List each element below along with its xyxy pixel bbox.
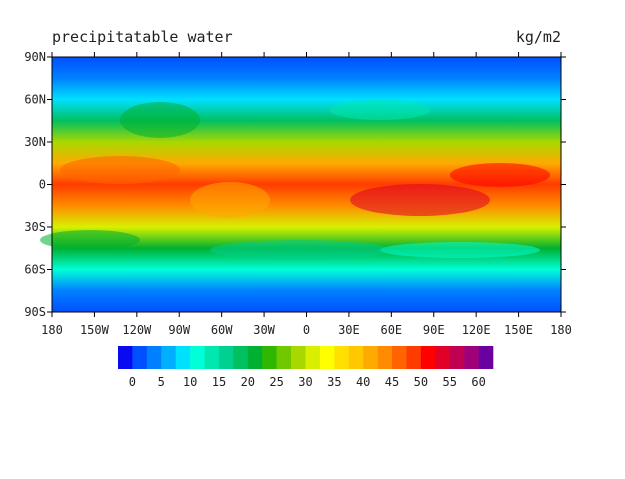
lon-label: 120E <box>462 323 491 337</box>
colorbar-box <box>363 346 378 369</box>
colorbar-label: 60 <box>471 375 485 389</box>
lon-label: 60W <box>211 323 233 337</box>
field-blob <box>350 184 490 216</box>
lon-label: 30E <box>338 323 360 337</box>
colorbar-box <box>478 346 494 369</box>
lon-label: 120W <box>122 323 152 337</box>
field-blob <box>380 242 540 258</box>
field-blob <box>450 163 550 187</box>
colorbar-label: 25 <box>269 375 283 389</box>
colorbar-box <box>291 346 306 369</box>
lat-label: 30N <box>24 135 46 149</box>
colorbar-box <box>204 346 220 369</box>
field-blob <box>210 240 390 260</box>
field-blob <box>190 182 270 218</box>
colorbar-box <box>334 346 350 369</box>
colorbar-box <box>262 346 277 369</box>
colorbar-box <box>218 346 234 369</box>
colorbar-box <box>161 346 176 369</box>
colorbar-box <box>305 346 321 369</box>
colorbar-label: 10 <box>183 375 197 389</box>
lon-label: 180 <box>41 323 63 337</box>
colorbar-box <box>132 346 148 369</box>
lon-label: 0 <box>303 323 310 337</box>
lat-label: 30S <box>24 220 46 234</box>
colorbar-label: 50 <box>414 375 428 389</box>
field-blob <box>60 156 180 184</box>
units: kg/m2 <box>516 28 561 46</box>
colorbar-box <box>118 346 133 369</box>
lon-label: 180 <box>550 323 572 337</box>
colorbar-box <box>348 346 364 369</box>
lon-label: 60E <box>380 323 402 337</box>
colorbar-box <box>449 346 465 369</box>
colorbar-box <box>420 346 436 369</box>
colorbar-label: 40 <box>356 375 370 389</box>
colorbar-label: 55 <box>443 375 457 389</box>
colorbar-box <box>276 346 292 369</box>
title: precipitatable water <box>52 28 233 46</box>
colorbar-label: 35 <box>327 375 341 389</box>
colorbar-label: 30 <box>298 375 312 389</box>
colorbar-label: 20 <box>241 375 255 389</box>
colorbar-box <box>406 346 422 369</box>
colorbar-box <box>190 346 205 369</box>
colorbar-label: 5 <box>158 375 165 389</box>
colorbar-box <box>175 346 191 369</box>
field-blob <box>120 102 200 138</box>
colorbar-label: 45 <box>385 375 399 389</box>
colorbar-box <box>435 346 451 369</box>
lat-label: 90N <box>24 50 46 64</box>
lat-label: 90S <box>24 305 46 319</box>
colorbar-box <box>377 346 393 369</box>
field-features <box>40 100 550 260</box>
lat-label: 60N <box>24 93 46 107</box>
field-blob <box>40 230 140 250</box>
lon-label: 150W <box>80 323 110 337</box>
colorbar-label: 0 <box>129 375 136 389</box>
colorbar-box <box>464 346 479 369</box>
colorbar-label: 15 <box>212 375 226 389</box>
colorbar-box <box>247 346 263 369</box>
colorbar-box <box>233 346 249 369</box>
lon-label: 150E <box>504 323 533 337</box>
field-blob <box>330 100 430 120</box>
lon-label: 90W <box>168 323 190 337</box>
lon-label: 90E <box>423 323 445 337</box>
lat-label: 0 <box>39 178 46 192</box>
colorbar-box <box>392 346 407 369</box>
colorbar-box <box>319 346 335 369</box>
lon-label: 30W <box>253 323 275 337</box>
colorbar-box <box>146 346 162 369</box>
lat-label: 60S <box>24 263 46 277</box>
